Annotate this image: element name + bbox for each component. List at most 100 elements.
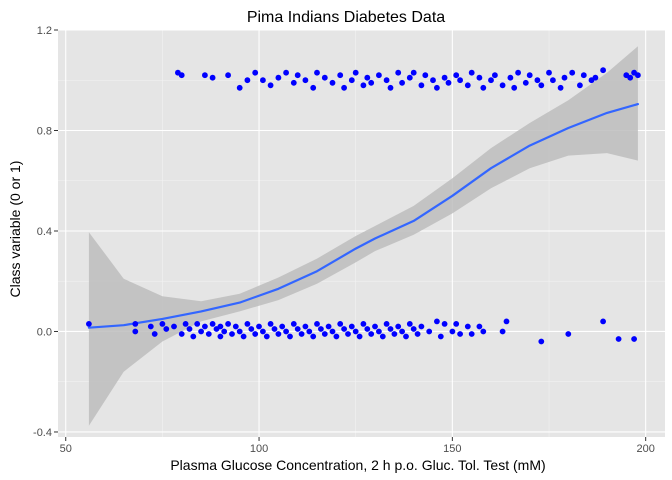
data-point xyxy=(410,69,417,76)
data-point xyxy=(592,74,599,81)
data-point xyxy=(387,326,394,332)
data-point xyxy=(147,323,154,330)
data-point xyxy=(221,328,228,335)
data-point xyxy=(275,74,282,81)
data-point xyxy=(348,323,355,330)
data-point xyxy=(515,69,521,76)
data-point xyxy=(476,74,483,81)
data-point xyxy=(418,82,425,89)
data-point xyxy=(476,323,483,330)
data-point xyxy=(430,77,436,84)
data-point xyxy=(507,74,514,81)
data-point xyxy=(217,323,224,330)
data-point xyxy=(627,74,634,81)
data-point xyxy=(321,331,328,337)
data-point xyxy=(480,328,487,335)
data-point xyxy=(279,323,286,330)
y-axis-title: Class variable (0 or 1) xyxy=(7,161,23,298)
data-point xyxy=(294,72,301,79)
data-point xyxy=(198,328,205,335)
data-point xyxy=(244,321,251,327)
data-point xyxy=(202,323,208,330)
grid-lines xyxy=(58,29,665,437)
data-point xyxy=(356,333,363,340)
data-point xyxy=(387,84,394,91)
data-point xyxy=(310,84,317,91)
data-point xyxy=(341,326,347,332)
data-point xyxy=(434,318,440,325)
data-point xyxy=(368,79,375,86)
data-point xyxy=(615,336,622,342)
data-point xyxy=(256,323,262,330)
x-tick-label: 150 xyxy=(443,443,461,455)
data-point xyxy=(557,84,564,91)
data-point xyxy=(569,69,576,76)
data-point xyxy=(360,82,367,89)
y-tick-label: 0.4 xyxy=(37,226,52,238)
data-point xyxy=(283,328,289,335)
data-point xyxy=(290,79,297,86)
data-point xyxy=(480,84,487,91)
data-point xyxy=(360,321,367,327)
data-point xyxy=(406,321,413,327)
data-point xyxy=(244,77,251,84)
data-point xyxy=(577,82,583,89)
data-point xyxy=(225,321,232,327)
axis-ticks: 50 100 150 200 -0.4 0.0 0.4 0.8 1.2 xyxy=(33,25,655,455)
data-point xyxy=(457,77,463,84)
data-point xyxy=(287,333,293,340)
data-point xyxy=(171,323,177,330)
data-point xyxy=(318,326,324,332)
data-point xyxy=(267,321,274,327)
data-point xyxy=(534,77,541,84)
data-point xyxy=(457,331,463,337)
data-point xyxy=(314,321,320,327)
data-point xyxy=(379,333,386,340)
y-tick-label: -0.4 xyxy=(33,427,52,439)
data-point xyxy=(271,326,278,332)
data-point xyxy=(538,338,545,345)
data-point xyxy=(229,331,235,337)
data-point xyxy=(182,321,189,327)
data-point xyxy=(178,72,185,79)
data-point xyxy=(368,331,375,337)
data-point xyxy=(302,323,309,330)
data-point xyxy=(248,326,255,332)
data-point xyxy=(225,72,232,79)
data-point xyxy=(364,326,371,332)
data-point xyxy=(395,323,402,330)
data-point xyxy=(329,328,336,335)
data-point xyxy=(399,79,405,86)
data-point xyxy=(314,69,320,76)
data-point xyxy=(538,82,545,89)
data-point xyxy=(217,333,224,340)
data-point xyxy=(449,328,456,335)
data-point xyxy=(376,328,382,335)
data-point xyxy=(345,331,351,337)
data-point xyxy=(294,326,301,332)
data-point xyxy=(426,328,433,335)
data-point xyxy=(240,333,247,340)
data-point xyxy=(132,321,139,327)
data-point xyxy=(209,74,216,81)
data-point xyxy=(422,72,429,79)
data-point xyxy=(202,72,208,79)
data-point xyxy=(468,69,475,76)
data-point xyxy=(464,82,471,89)
x-tick-label: 200 xyxy=(636,443,654,455)
data-point xyxy=(499,328,506,335)
x-tick-label: 50 xyxy=(60,443,72,455)
data-point xyxy=(252,69,259,76)
data-point xyxy=(252,331,259,337)
data-point xyxy=(580,72,587,79)
data-point xyxy=(352,69,359,76)
data-point xyxy=(434,84,440,91)
smooth-line-layer xyxy=(87,103,639,329)
data-point xyxy=(236,328,243,335)
x-axis-title: Plasma Glucose Concentration, 2 h p.o. G… xyxy=(170,457,545,473)
data-point xyxy=(418,323,425,330)
data-point xyxy=(441,321,448,327)
data-point xyxy=(468,331,475,337)
data-point xyxy=(511,84,518,91)
data-point xyxy=(302,77,309,84)
